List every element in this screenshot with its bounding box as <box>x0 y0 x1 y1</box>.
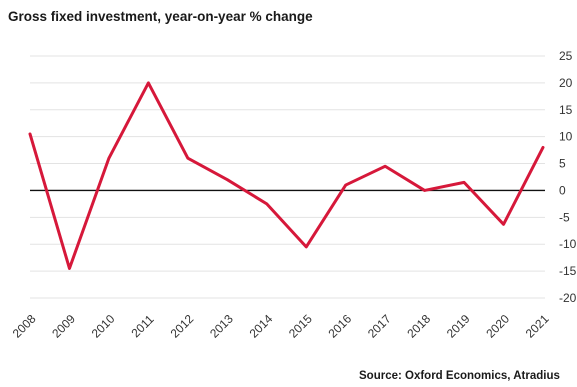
data-point <box>383 165 387 168</box>
data-point <box>147 81 150 85</box>
data-point <box>186 156 190 160</box>
data-point <box>68 267 71 270</box>
data-point <box>423 189 426 192</box>
x-tick-layer: 2008 2009 2010 2011 2012 2013 2014 2015 2016 2017… <box>10 312 552 341</box>
y-tick-label: 0 <box>559 183 566 197</box>
x-tick-label: 2015 <box>286 312 315 341</box>
series-layer <box>28 81 545 270</box>
x-tick-label: 2021 <box>523 312 552 341</box>
y-tick-label: -5 <box>559 210 570 224</box>
x-tick-label: 2011 <box>128 312 156 340</box>
y-tick-label: 25 <box>559 49 573 63</box>
data-point <box>107 156 111 160</box>
x-tick-label: 2008 <box>10 312 39 341</box>
grid-layer <box>30 55 545 299</box>
data-point <box>28 132 32 136</box>
y-tick-label: 5 <box>559 157 566 171</box>
x-tick-label: 2010 <box>89 312 118 341</box>
source-note: Source: Oxford Economics, Atradius <box>359 370 560 382</box>
data-point <box>462 181 466 184</box>
x-tick-label: 2017 <box>365 312 394 341</box>
y-tick-label: 10 <box>559 130 573 144</box>
x-tick-label: 2020 <box>483 312 512 341</box>
y-tick-label: -15 <box>559 264 577 278</box>
series-line <box>28 81 545 270</box>
x-tick-label: 2014 <box>247 312 276 341</box>
y-tick-label: -10 <box>559 237 577 251</box>
y-tick-label: 15 <box>559 103 573 117</box>
data-point <box>226 178 229 181</box>
y-tick-label: -20 <box>559 291 577 305</box>
x-tick-label: 2018 <box>404 312 433 341</box>
chart-title: Gross fixed investment, year-on-year % c… <box>8 9 313 24</box>
data-point <box>541 146 545 149</box>
data-point <box>265 202 268 206</box>
y-tick-layer: 25 20 15 10 5 0 -5 -10 -15 -20 <box>559 49 577 305</box>
x-tick-label: 2019 <box>444 312 473 341</box>
x-tick-label: 2013 <box>207 312 236 341</box>
x-tick-label: 2016 <box>325 312 354 341</box>
x-tick-label: 2009 <box>49 312 78 341</box>
data-point <box>502 223 505 226</box>
data-point <box>305 245 308 249</box>
x-tick-label: 2012 <box>168 312 197 341</box>
y-tick-label: 20 <box>559 76 573 90</box>
data-point <box>344 183 347 187</box>
